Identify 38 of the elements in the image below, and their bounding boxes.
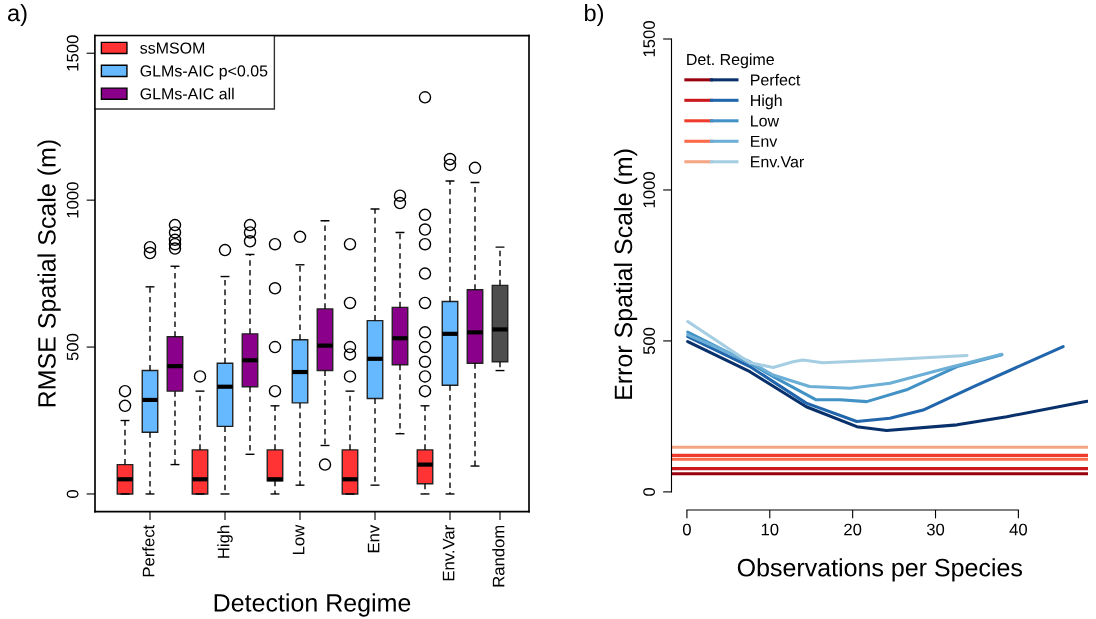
- y-tick-label: 500: [66, 333, 79, 361]
- y-tick-label: 0: [643, 487, 656, 496]
- chart-title: b): [585, 4, 604, 26]
- x-tick-label: Low: [292, 524, 305, 554]
- x-tick-label: High: [217, 525, 233, 558]
- x-tick-label: 30: [926, 523, 945, 536]
- x-axis-title: Observations per Species: [737, 558, 1022, 582]
- chart-title: a): [8, 4, 27, 26]
- x-tick-label: Env.Var: [442, 525, 455, 581]
- x-tick-label: 0: [682, 523, 691, 536]
- x-tick-label: Random: [492, 525, 505, 587]
- line-series: [686, 333, 1004, 390]
- line-series: [686, 320, 969, 370]
- legend-label: Env.Var: [751, 156, 804, 168]
- line-series: [686, 335, 1065, 424]
- line-series: [686, 340, 1088, 433]
- y-tick-label: 1500: [643, 21, 656, 57]
- x-axis-title: Detection Regime: [214, 593, 411, 617]
- legend-label: Perfect: [751, 73, 801, 86]
- x-tick-label: Env: [367, 524, 380, 553]
- x-tick-label: 40: [1009, 523, 1028, 536]
- legend-title: Det. Regime: [687, 53, 774, 69]
- y-tick-label: 500: [643, 327, 656, 355]
- legend-label: Low: [751, 115, 780, 127]
- legend-label: Env: [751, 135, 778, 147]
- legend-label: GLMs-AIC p<0.05: [140, 65, 268, 80]
- y-tick-label: 1000: [643, 172, 656, 208]
- y-tick-label: 1500: [66, 35, 79, 71]
- y-tick-label: 1000: [66, 182, 79, 218]
- legend-label: GLMs-AIC all: [140, 87, 234, 100]
- y-tick-label: 0: [66, 489, 79, 498]
- x-tick-label: Perfect: [142, 524, 155, 577]
- x-tick-label: 10: [761, 523, 779, 536]
- legend-label: High: [751, 94, 782, 110]
- y-axis-title: Error Spatial Scale (m): [613, 149, 638, 399]
- x-tick-label: 20: [844, 523, 862, 536]
- legend-label: ssMSOM: [140, 42, 205, 54]
- y-axis-title: RMSE Spatial Scale (m): [37, 140, 61, 407]
